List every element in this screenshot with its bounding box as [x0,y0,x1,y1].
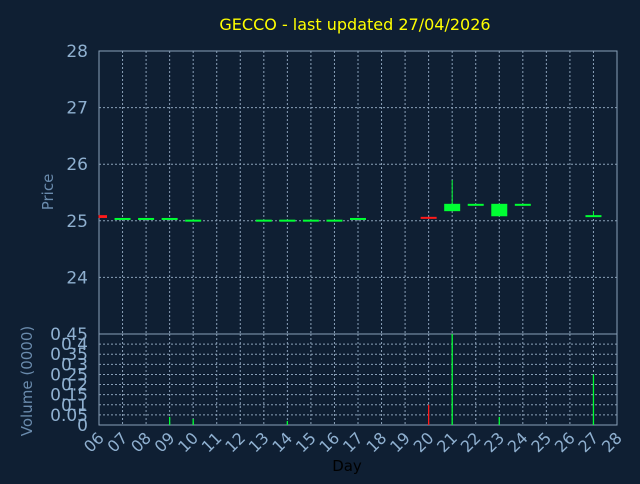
candle-body [420,216,437,219]
candle-body [514,203,531,206]
candle-body [161,217,178,220]
candle [326,219,343,222]
candle-body [326,219,343,222]
day-tick-labels: 0607080910111213141516171819202122232425… [80,428,626,456]
volume-tick-label: 0.05 [50,406,88,426]
candle [161,217,178,220]
chart-title: GECCO - last updated 27/04/2026 [219,15,490,34]
price-tick-label: 24 [66,268,88,288]
volume-tick-label: 0 [77,416,88,436]
candle-body [302,219,319,222]
candle-body [185,219,202,222]
volume-tick-label: 0.45 [50,325,88,345]
candle [98,215,107,218]
candle-body [99,215,107,218]
candle [467,203,484,206]
candle-body [279,219,296,222]
volume-axis-label: Volume (0000) [18,326,36,436]
day-tick-label: 28 [598,428,626,456]
candle [255,219,272,222]
candle [279,219,296,222]
candle-body [491,203,508,217]
volume-panel: 00.050.10.150.20.250.30.350.40.45 [50,325,618,436]
candle [185,219,202,222]
volume-tick-label: 0.3 [61,355,88,375]
volume-tick-label: 0.15 [50,386,88,406]
candle [350,217,366,220]
candle [420,216,437,219]
price-tick-label: 27 [66,99,88,119]
candle-body [467,203,484,206]
candle-body [444,203,461,212]
volume-tick-label: 0.2 [61,376,88,396]
candle [114,217,131,220]
price-tick-label: 25 [66,212,88,232]
price-tick-label: 26 [66,155,88,175]
volume-tick-label: 0.35 [50,345,88,365]
volume-tick-label: 0.25 [50,365,88,385]
price-axis-label: Price [39,174,57,211]
candle-body [350,217,366,220]
candle-body [138,217,155,220]
candle [444,180,461,212]
candle-body [585,215,602,218]
candle [585,211,602,218]
price-panel: 24 25 26 27 28 [66,42,618,335]
price-tick-label: 28 [66,42,88,62]
day-axis-label: Day [332,457,362,475]
candle [138,217,155,220]
volume-tick-label: 0.4 [61,335,88,355]
volume-tick-label: 0.1 [61,396,88,416]
candle-body [114,217,131,220]
candle-body [255,219,272,222]
candle [514,203,531,206]
candle [302,219,319,222]
candle [491,203,508,217]
